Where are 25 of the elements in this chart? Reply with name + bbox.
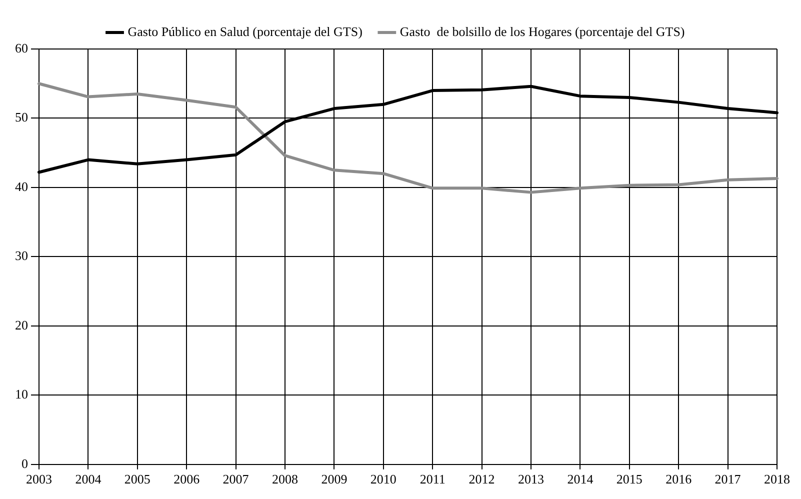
y-tick-label: 30	[15, 248, 28, 264]
x-tick-label: 2012	[468, 472, 495, 487]
x-tick-label: 2004	[75, 472, 102, 487]
x-tick-label: 2017	[714, 472, 742, 487]
y-tick-label: 50	[15, 110, 28, 125]
x-tick-label: 2011	[420, 472, 446, 487]
x-tick-label: 2010	[370, 472, 396, 487]
x-tick-label: 2007	[222, 472, 250, 487]
x-tick-label: 2003	[26, 472, 52, 487]
y-tick-label: 0	[22, 456, 28, 471]
y-tick-label: 20	[15, 317, 28, 332]
y-tick-label: 10	[15, 386, 28, 402]
legend-label: Gasto de bolsillo de los Hogares (porcentaje del GTS)	[400, 24, 685, 39]
x-tick-label: 2006	[174, 472, 200, 487]
y-tick-label: 40	[15, 178, 28, 194]
x-tick-label: 2014	[567, 472, 594, 487]
x-tick-label: 2009	[321, 472, 348, 487]
x-tick-label: 2018	[764, 472, 790, 487]
x-tick-label: 2005	[124, 472, 150, 487]
x-tick-label: 2008	[272, 472, 298, 487]
x-tick-label: 2013	[518, 472, 544, 487]
legend-label: Gasto Público en Salud (porcentaje del GTS)	[128, 24, 362, 39]
y-tick-label: 60	[15, 40, 28, 56]
x-tick-label: 2015	[616, 472, 642, 487]
x-tick-label: 2016	[666, 472, 692, 487]
